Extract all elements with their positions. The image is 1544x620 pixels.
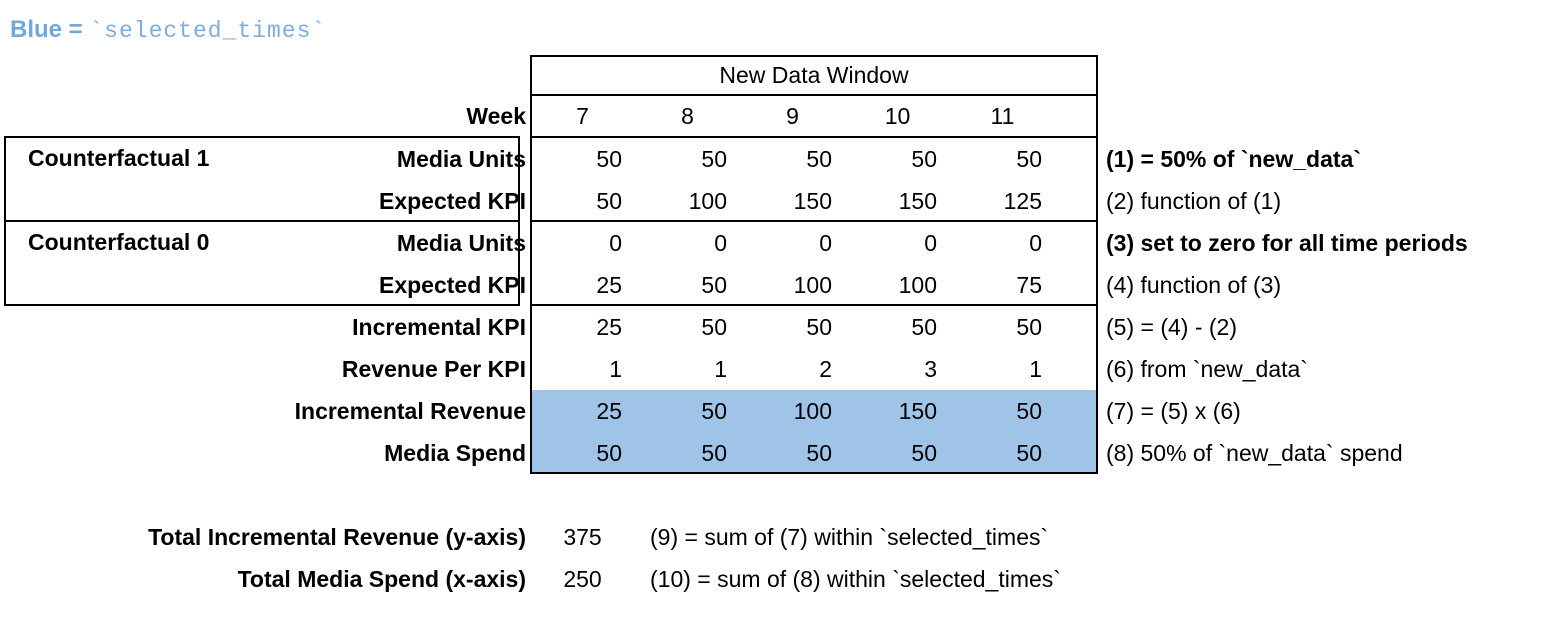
table-cell: 2 bbox=[819, 356, 832, 382]
table-cell: 75 bbox=[1016, 272, 1042, 298]
week-value: 9 bbox=[786, 103, 799, 129]
selected-times-highlight bbox=[532, 390, 1096, 472]
week-label: Week bbox=[466, 103, 526, 129]
total-media-spend-label: Total Media Spend (x-axis) bbox=[237, 566, 526, 592]
table-cell: 1 bbox=[1029, 356, 1042, 382]
table-cell-highlighted: 50 bbox=[701, 440, 727, 466]
table-cell: 50 bbox=[701, 272, 727, 298]
table-cell-highlighted: 50 bbox=[596, 440, 622, 466]
annotation-10: (10) = sum of (8) within `selected_times… bbox=[650, 566, 1061, 592]
table-cell: 50 bbox=[701, 146, 727, 172]
row-label-expected-kpi-cf0: Expected KPI bbox=[379, 272, 526, 298]
legend-label: Blue = bbox=[10, 16, 90, 43]
annotation-6: (6) from `new_data` bbox=[1106, 356, 1308, 382]
annotation-3: (3) set to zero for all time periods bbox=[1106, 230, 1468, 256]
table-cell: 50 bbox=[596, 188, 622, 214]
table-cell-highlighted: 100 bbox=[793, 398, 832, 424]
annotation-2: (2) function of (1) bbox=[1106, 188, 1282, 214]
row-label-media-units-cf0: Media Units bbox=[396, 230, 526, 256]
table-cell: 50 bbox=[806, 314, 832, 340]
total-media-spend-value: 250 bbox=[563, 566, 602, 592]
table-cell: 50 bbox=[1016, 146, 1042, 172]
annotation-4: (4) function of (3) bbox=[1106, 272, 1282, 298]
table-cell-highlighted: 50 bbox=[1016, 398, 1042, 424]
row-label-incremental-kpi: Incremental KPI bbox=[352, 314, 526, 340]
row-label-media-spend: Media Spend bbox=[384, 440, 526, 466]
counterfactual-1-label: Counterfactual 1 bbox=[28, 145, 210, 171]
legend-code-selected-times: `selected_times` bbox=[89, 18, 327, 44]
table-cell: 50 bbox=[806, 146, 832, 172]
row-label-incremental-revenue: Incremental Revenue bbox=[294, 398, 526, 424]
week-value: 11 bbox=[990, 103, 1015, 129]
row-label-expected-kpi-cf1: Expected KPI bbox=[379, 188, 526, 214]
counterfactual-0-box: Counterfactual 0 bbox=[4, 220, 520, 306]
divider-counterfactual-1 bbox=[530, 220, 1098, 222]
table-cell: 25 bbox=[596, 314, 622, 340]
table-cell: 0 bbox=[609, 230, 622, 256]
table-cell: 50 bbox=[1016, 314, 1042, 340]
legend: Blue = `selected_times` bbox=[10, 16, 326, 44]
table-cell-highlighted: 50 bbox=[806, 440, 832, 466]
table-cell: 100 bbox=[898, 272, 937, 298]
week-value: 7 bbox=[576, 103, 589, 129]
table-cell: 100 bbox=[688, 188, 727, 214]
table-cell: 1 bbox=[609, 356, 622, 382]
table-cell: 50 bbox=[701, 314, 727, 340]
table-cell: 0 bbox=[819, 230, 832, 256]
annotation-1: (1) = 50% of `new_data` bbox=[1106, 146, 1361, 172]
data-window-border bbox=[530, 55, 1098, 474]
divider-header bbox=[530, 94, 1098, 96]
counterfactual-0-label: Counterfactual 0 bbox=[28, 229, 210, 255]
table-cell: 150 bbox=[793, 188, 832, 214]
total-incremental-revenue-label: Total Incremental Revenue (y-axis) bbox=[148, 524, 526, 550]
total-incremental-revenue-value: 375 bbox=[563, 524, 602, 550]
table-cell: 50 bbox=[596, 146, 622, 172]
annotation-7: (7) = (5) x (6) bbox=[1106, 398, 1241, 424]
table-cell-highlighted: 25 bbox=[596, 398, 622, 424]
divider-counterfactual-0 bbox=[530, 304, 1098, 306]
table-cell: 0 bbox=[1029, 230, 1042, 256]
table-cell: 0 bbox=[924, 230, 937, 256]
table-cell: 100 bbox=[793, 272, 832, 298]
table-cell-highlighted: 50 bbox=[1016, 440, 1042, 466]
table-cell-highlighted: 150 bbox=[898, 398, 937, 424]
table-cell: 125 bbox=[1003, 188, 1042, 214]
annotation-8: (8) 50% of `new_data` spend bbox=[1106, 440, 1403, 466]
table-cell: 25 bbox=[596, 272, 622, 298]
table-cell-highlighted: 50 bbox=[911, 440, 937, 466]
annotation-5: (5) = (4) - (2) bbox=[1106, 314, 1237, 340]
divider-week bbox=[530, 136, 1098, 138]
table-cell: 0 bbox=[714, 230, 727, 256]
table-cell: 1 bbox=[714, 356, 727, 382]
annotation-9: (9) = sum of (7) within `selected_times` bbox=[650, 524, 1049, 550]
row-label-media-units-cf1: Media Units bbox=[396, 146, 526, 172]
table-cell: 150 bbox=[898, 188, 937, 214]
week-value: 10 bbox=[884, 103, 911, 129]
week-value: 8 bbox=[681, 103, 694, 129]
table-cell: 50 bbox=[911, 314, 937, 340]
table-cell-highlighted: 50 bbox=[701, 398, 727, 424]
new-data-window-header: New Data Window bbox=[719, 62, 909, 88]
table-cell: 3 bbox=[924, 356, 937, 382]
table-cell: 50 bbox=[911, 146, 937, 172]
row-label-revenue-per-kpi: Revenue Per KPI bbox=[341, 356, 526, 382]
